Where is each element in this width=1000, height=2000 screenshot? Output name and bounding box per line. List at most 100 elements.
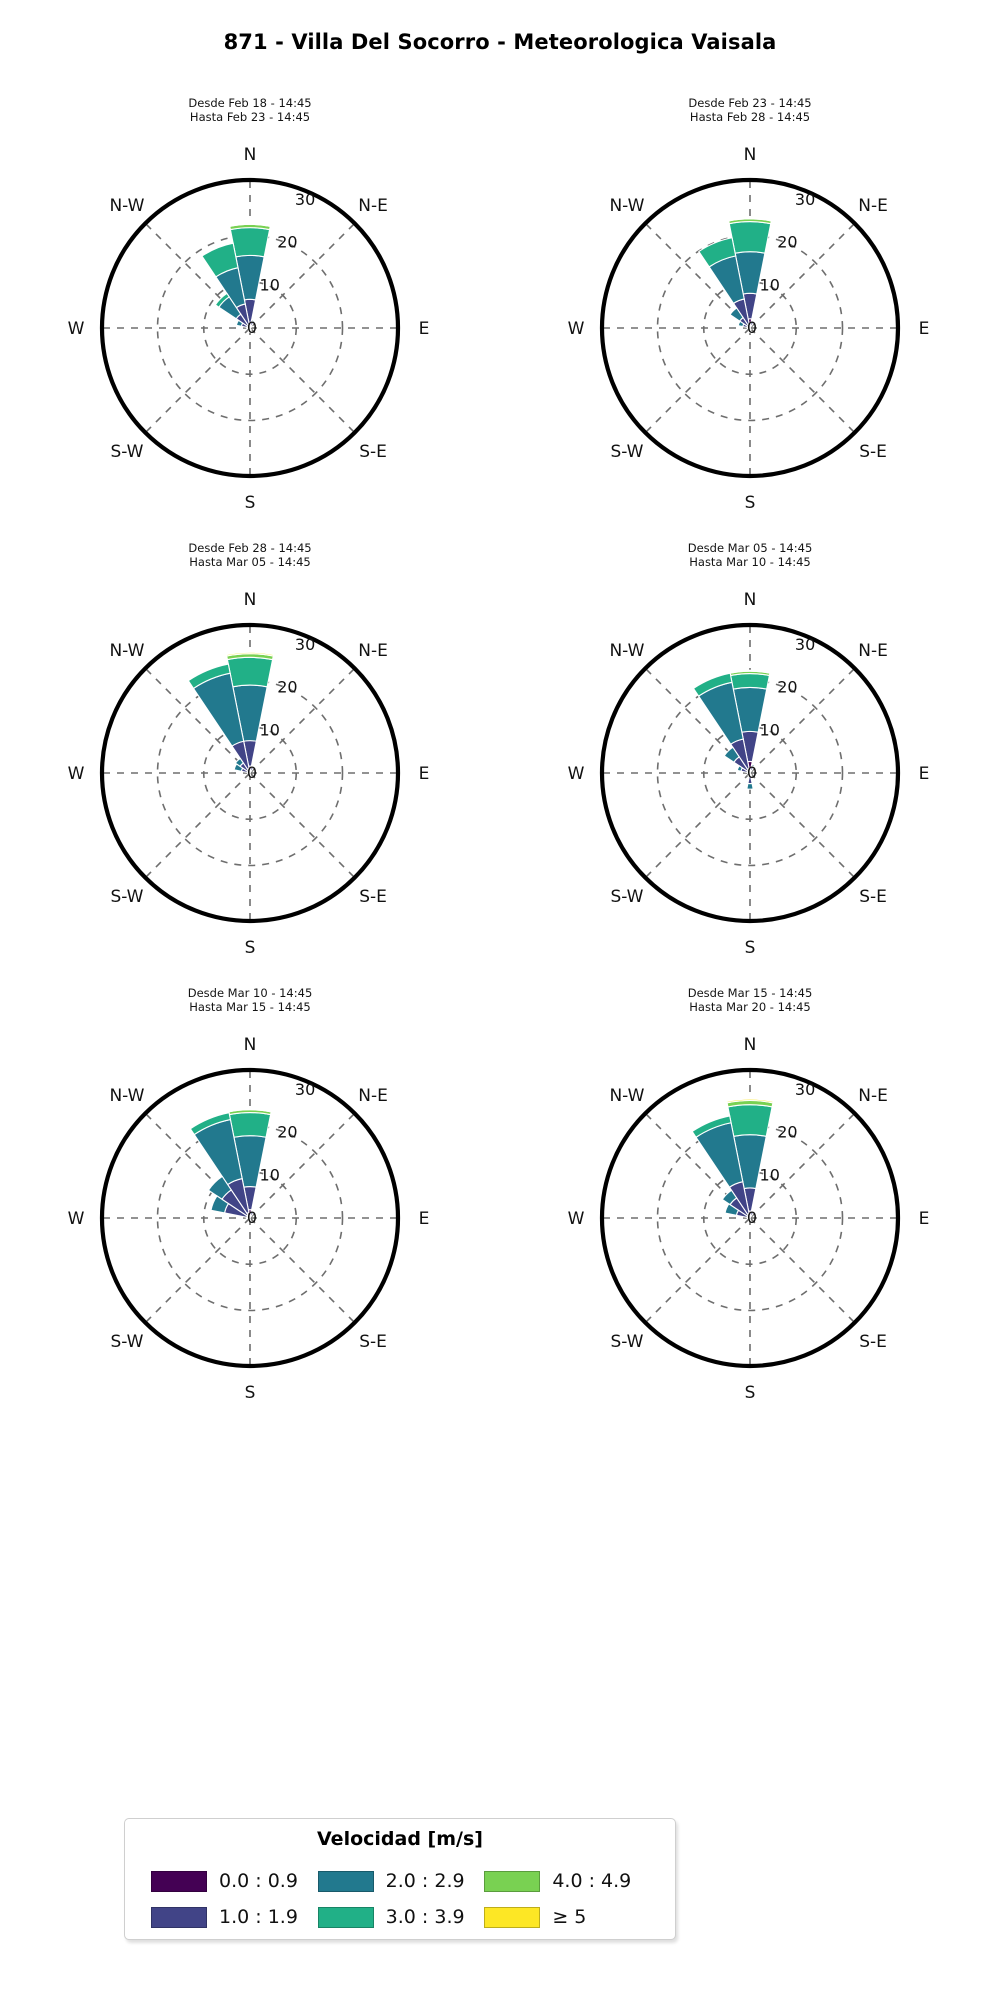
direction-label: E (919, 764, 930, 784)
direction-label: N-E (858, 641, 888, 661)
windrose-svg: 0 10 20 30 N N-E E S-E S S-W W N-W (568, 590, 930, 958)
legend-label: 1.0 : 1.9 (219, 1906, 298, 1928)
windrose-petal (235, 319, 244, 327)
direction-label: W (68, 319, 85, 339)
direction-label: S-W (610, 1332, 643, 1352)
direction-label: S (745, 938, 756, 958)
windrose-petal (247, 328, 251, 332)
direction-label: N (244, 145, 257, 165)
direction-label: E (919, 319, 930, 339)
grid-spoke (644, 667, 751, 774)
windrose-plot: 0 10 20 30 N N-E E S-E S S-W W N-W (0, 128, 500, 528)
windrose-petal (228, 1112, 272, 1138)
windrose-petal (729, 307, 744, 322)
page-title: 871 - Villa Del Socorro - Meteorologica … (223, 30, 777, 54)
panel-daterange: Desde Feb 23 - 14:45 Hasta Feb 28 - 14:4… (688, 96, 812, 124)
direction-label: E (919, 1209, 930, 1229)
direction-label: S-W (610, 887, 643, 907)
windrose-plot: 0 10 20 30 N N-E E S-E S S-W W N-W (500, 128, 1000, 528)
panel-daterange: Desde Feb 18 - 14:45 Hasta Feb 23 - 14:4… (188, 96, 312, 124)
radial-tick-label: 10 (260, 275, 280, 294)
direction-label: S-W (610, 442, 643, 462)
direction-label: N-W (109, 641, 144, 661)
windrose-petal (750, 1210, 755, 1214)
direction-label: E (419, 319, 430, 339)
legend-swatch (484, 1870, 541, 1892)
direction-label: S-W (110, 1332, 143, 1352)
grid-spoke (749, 667, 856, 774)
windrose-petal (729, 673, 771, 690)
windrose-petal (250, 1210, 255, 1214)
legend-item: 0.0 : 0.9 (151, 1870, 318, 1892)
direction-label: N-E (858, 1086, 888, 1106)
radial-tick-label: 30 (295, 1080, 315, 1099)
legend-item: 4.0 : 4.9 (484, 1870, 651, 1892)
outer-ring (599, 622, 901, 924)
grid-spoke (644, 772, 751, 879)
radial-tick-label: 20 (777, 678, 797, 697)
windrose-petal (691, 1115, 732, 1139)
grid-spoke (749, 772, 856, 879)
grid-spoke (144, 327, 251, 434)
legend-swatch (317, 1870, 374, 1892)
windrose-petal (747, 773, 751, 777)
legend: Velocidad [m/s] 0.0 : 0.9 2.0 : 2.9 4.0 : … (124, 1818, 676, 1940)
direction-label: W (568, 1209, 585, 1229)
grid-spoke (249, 772, 356, 879)
direction-label: N-W (109, 1086, 144, 1106)
radial-tick-label: 10 (760, 275, 780, 294)
grid-spoke (644, 327, 751, 434)
radial-tick-label: 0 (747, 763, 757, 782)
windrose-petal (210, 1195, 230, 1214)
windrose-petal (247, 771, 250, 775)
windrose-petal (746, 782, 754, 790)
windrose-petal (201, 242, 239, 278)
legend-label: 0.0 : 0.9 (219, 1870, 298, 1892)
windrose-petal (721, 1189, 738, 1206)
windrose-petal (250, 324, 254, 328)
direction-label: S (245, 493, 256, 513)
windrose-petal (250, 319, 256, 323)
radial-tick-label: 20 (777, 1123, 797, 1142)
direction-label: S (245, 938, 256, 958)
radial-tick-label: 20 (777, 233, 797, 252)
direction-label: W (68, 1209, 85, 1229)
windrose-petal (736, 765, 744, 772)
grid-spoke (249, 1112, 356, 1219)
legend-swatch (151, 1870, 207, 1892)
windrose-petal (247, 1218, 251, 1221)
windrose-petal (747, 328, 751, 331)
windrose-panel-6: Desde Mar 15 - 14:45 Hasta Mar 20 - 14:4… (500, 978, 1000, 1418)
panel-daterange: Desde Mar 05 - 14:45 Hasta Mar 10 - 14:4… (687, 541, 813, 569)
windrose-petal (229, 227, 271, 258)
windrose-plot: 0 10 20 30 N N-E E S-E S S-W W N-W (500, 1018, 1000, 1418)
windrose-petal (746, 1216, 750, 1220)
direction-label: N (744, 1035, 757, 1055)
windrose-petal (727, 1104, 773, 1137)
radial-tick-label: 0 (247, 1208, 257, 1227)
direction-label: S-W (110, 442, 143, 462)
grid-spoke (749, 1217, 856, 1324)
windrose-svg: 0 10 20 30 N N-E E S-E S S-W W N-W (68, 590, 430, 958)
windrose-panel-4: Desde Mar 05 - 14:45 Hasta Mar 10 - 14:4… (500, 533, 1000, 973)
panel-daterange: Desde Mar 10 - 14:45 Hasta Mar 15 - 14:4… (187, 986, 313, 1014)
direction-label: N-W (609, 1086, 644, 1106)
windrose-petal (746, 326, 750, 330)
grid-spoke (249, 667, 356, 774)
grid-spoke (644, 222, 751, 329)
radial-tick-label: 10 (760, 1165, 780, 1184)
radial-tick-label: 20 (277, 1123, 297, 1142)
windrose-petal (233, 763, 244, 772)
radial-tick-label: 30 (795, 635, 815, 654)
radial-tick-label: 0 (247, 763, 257, 782)
direction-label: S-E (359, 442, 387, 462)
windrose-petal (248, 773, 251, 776)
outer-ring (99, 1067, 401, 1369)
radial-tick-label: 30 (795, 1080, 815, 1099)
legend-item: 3.0 : 3.9 (317, 1906, 485, 1928)
grid-spoke (249, 222, 356, 329)
legend-label: 4.0 : 4.9 (552, 1870, 632, 1892)
radial-tick-label: 0 (747, 1208, 757, 1227)
windrose-petal (226, 656, 274, 688)
panel-daterange: Desde Feb 28 - 14:45 Hasta Mar 05 - 14:4… (188, 541, 312, 569)
